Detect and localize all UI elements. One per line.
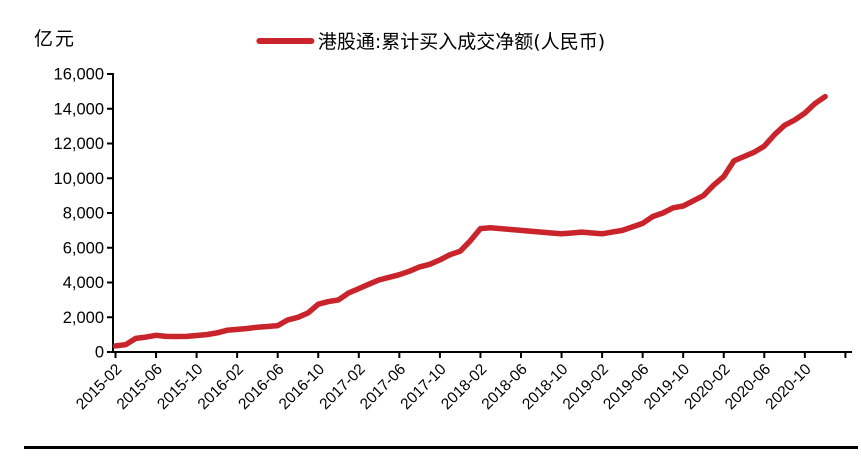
y-tick-label: 4,000	[63, 274, 104, 292]
footer-rule	[24, 446, 858, 449]
y-tick-label: 2,000	[63, 309, 104, 327]
y-tick-label: 14,000	[54, 100, 104, 118]
legend: 港股通:累计买入成交净额(人民币)	[255, 27, 606, 54]
y-axis-unit-label: 亿元	[34, 28, 77, 50]
legend-line-swatch	[255, 37, 314, 44]
y-tick-label: 8,000	[63, 205, 104, 223]
y-tick-label: 0	[95, 344, 104, 362]
y-tick-label: 16,000	[54, 66, 104, 84]
y-tick-label: 12,000	[54, 135, 104, 153]
y-tick-label: 10,000	[54, 170, 104, 188]
series-line	[112, 93, 828, 349]
legend-label: 港股通:累计买入成交净额(人民币)	[317, 31, 606, 53]
x-tick-label: 2020-10	[762, 361, 815, 414]
y-tick-label: 6,000	[63, 239, 104, 257]
